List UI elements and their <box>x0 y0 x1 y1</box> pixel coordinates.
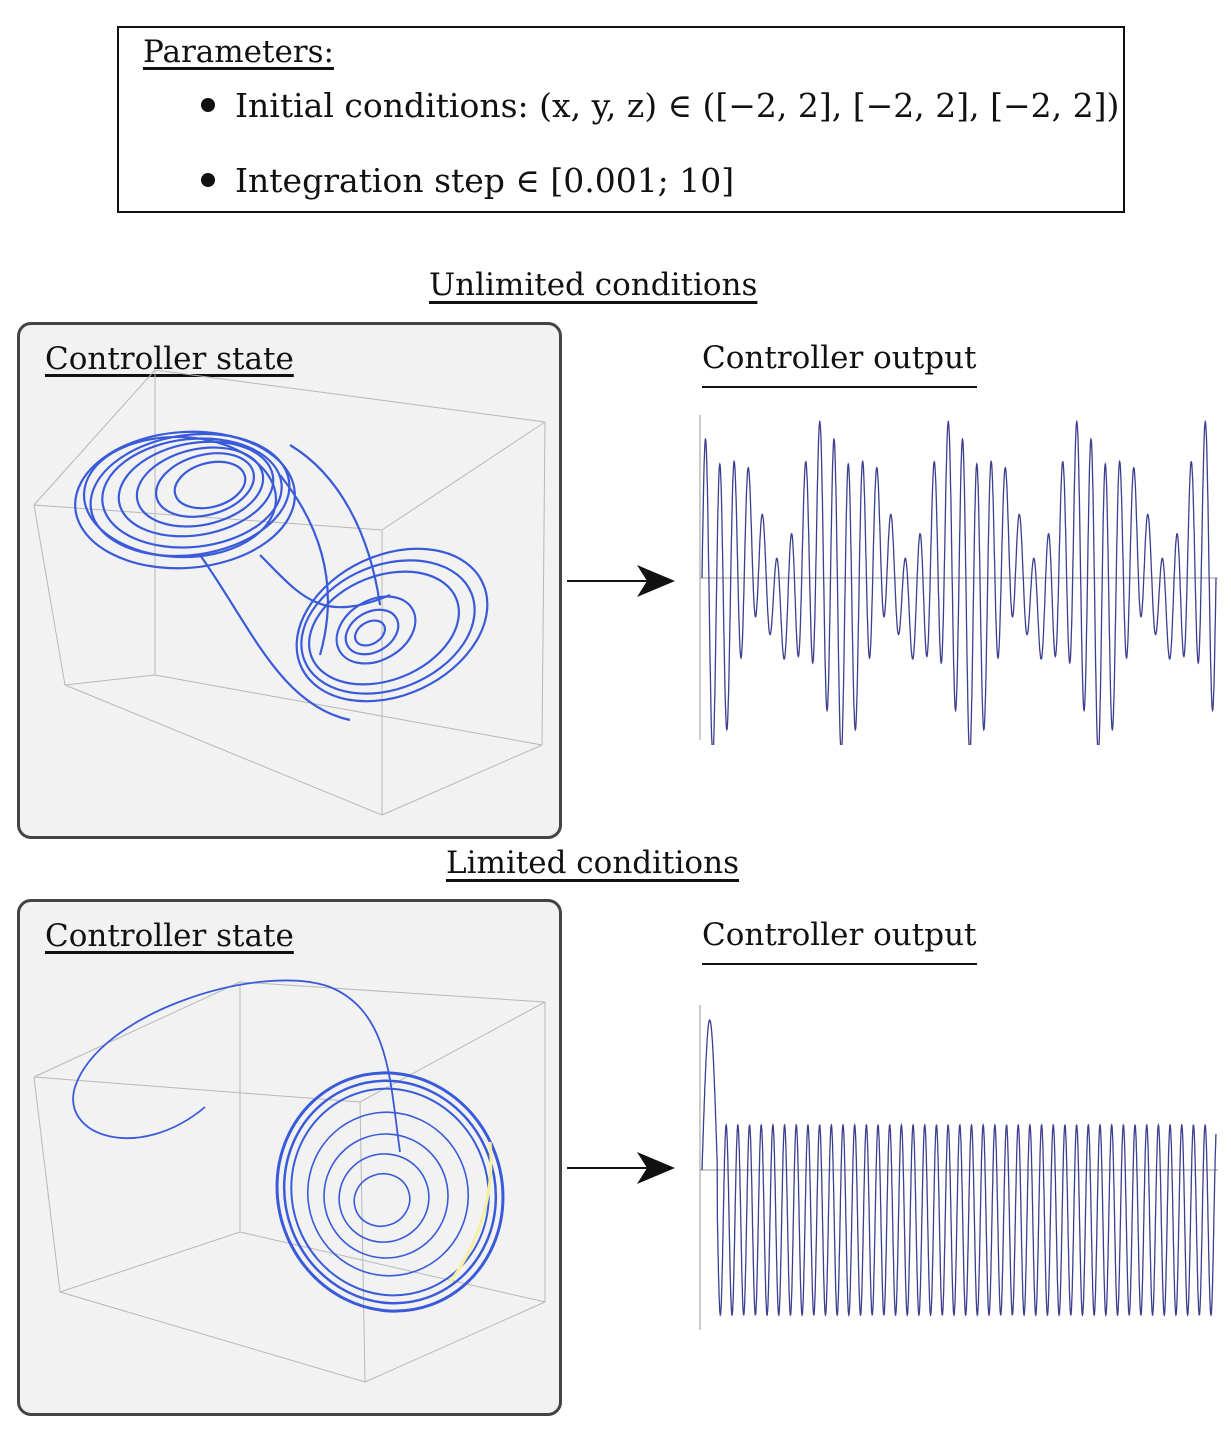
arrow-icon <box>567 565 675 597</box>
attractor-plot-limited <box>33 979 546 1383</box>
parameter-text: Initial conditions: (x, y, z) ∈ ([−2, 2]… <box>235 86 1120 125</box>
attractor-plot-unlimited <box>33 369 546 816</box>
arrow-icon <box>567 1152 675 1184</box>
controller-state-panel: Controller state <box>17 899 562 1416</box>
underline <box>702 963 977 965</box>
controller-state-title: Controller state <box>45 918 294 954</box>
parameter-text: Integration step ∈ [0.001; 10] <box>235 161 735 200</box>
controller-output-label: Controller output <box>702 340 977 376</box>
bullet-icon <box>201 173 215 187</box>
parameters-title: Parameters: <box>143 34 334 70</box>
controller-output-title: Controller output <box>702 340 977 388</box>
underline <box>702 386 977 388</box>
controller-output-label: Controller output <box>702 917 977 953</box>
section-title-unlimited: Unlimited conditions <box>429 267 758 303</box>
parameter-item: Initial conditions: (x, y, z) ∈ ([−2, 2]… <box>201 86 1119 125</box>
signal-trace <box>701 419 1217 745</box>
bullet-icon <box>201 98 215 112</box>
section-title-limited: Limited conditions <box>446 845 739 881</box>
parameter-item: Integration step ∈ [0.001; 10] <box>201 161 734 200</box>
controller-output-plot-limited <box>699 1005 1218 1330</box>
signal-trace <box>701 1019 1217 1317</box>
parameters-box: Parameters: Initial conditions: (x, y, z… <box>117 26 1125 213</box>
controller-output-title: Controller output <box>702 917 977 965</box>
controller-state-title: Controller state <box>45 341 294 377</box>
controller-state-panel: Controller state <box>17 322 562 839</box>
controller-output-plot-unlimited <box>699 415 1218 745</box>
